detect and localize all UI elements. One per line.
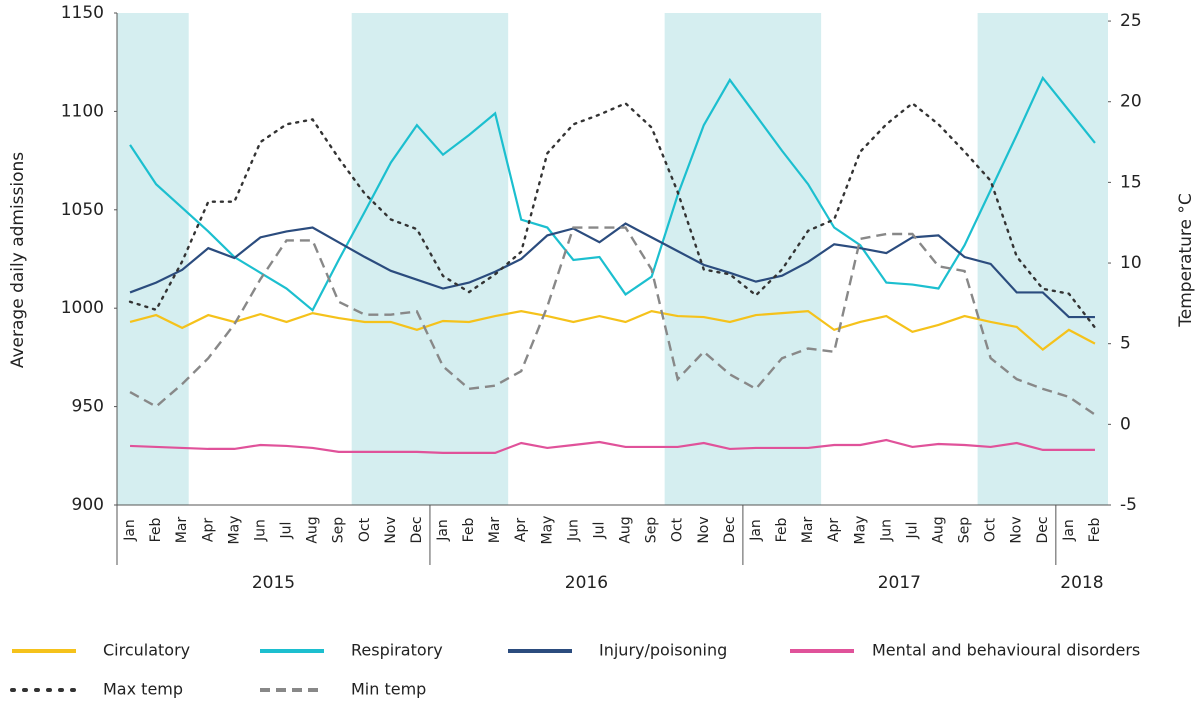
year-label: 2017 — [878, 573, 921, 593]
x-tick-label: May — [852, 516, 868, 545]
x-tick-label: Jul — [279, 522, 295, 540]
x-tick-label: Jan — [1061, 519, 1077, 542]
y2-tick-label: 5 — [1120, 334, 1131, 354]
year-label: 2018 — [1060, 573, 1103, 593]
x-tick-label: Nov — [383, 516, 399, 543]
y-axis-title: Average daily admissions — [8, 152, 28, 368]
winter-shade — [117, 13, 189, 505]
legend-label: Max temp — [103, 680, 183, 699]
winter-shade — [351, 13, 509, 505]
x-tick-label: Sep — [957, 517, 973, 544]
winter-shade — [664, 13, 822, 505]
x-tick-label: Nov — [1009, 516, 1025, 543]
x-tick-label: Dec — [722, 516, 738, 543]
x-tick-label: Oct — [670, 517, 686, 542]
legend-label: Circulatory — [103, 641, 190, 660]
x-tick-label: May — [226, 516, 242, 545]
series-line — [129, 226, 1096, 416]
x-tick-label: Oct — [357, 517, 373, 542]
y2-tick-label: -5 — [1120, 495, 1137, 515]
x-tick-label: Aug — [618, 516, 634, 543]
x-tick-label: Mar — [800, 517, 816, 544]
year-label: 2016 — [565, 573, 608, 593]
x-tick-label: Sep — [331, 517, 347, 544]
legend-label: Min temp — [351, 680, 426, 699]
y-tick-label: 1000 — [61, 298, 104, 318]
x-tick-label: Apr — [513, 518, 529, 542]
x-tick-label: Sep — [644, 517, 660, 544]
y2-axis-title: Temperature °C — [1176, 193, 1196, 327]
x-tick-label: Feb — [774, 517, 790, 542]
y2-tick-label: 10 — [1120, 253, 1142, 273]
winter-shade — [977, 13, 1108, 505]
x-tick-label: Jun — [565, 519, 581, 542]
x-tick-label: Feb — [1087, 517, 1103, 542]
x-tick-label: Jan — [435, 519, 451, 542]
series-line — [129, 75, 1096, 312]
legend-label: Injury/poisoning — [599, 641, 727, 660]
series-line — [128, 101, 1097, 329]
x-tick-label: Dec — [409, 516, 425, 543]
x-tick-label: Jul — [591, 522, 607, 540]
y2-tick-label: 25 — [1120, 11, 1142, 31]
y-tick-label: 1050 — [61, 200, 104, 220]
x-tick-label: Feb — [148, 517, 164, 542]
y2-tick-label: 20 — [1120, 92, 1142, 112]
x-tick-label: Jun — [878, 519, 894, 542]
x-tick-label: Jan — [748, 519, 764, 542]
y-tick-label: 1150 — [61, 3, 104, 23]
y-tick-label: 900 — [72, 495, 104, 515]
x-tick-label: Apr — [200, 518, 216, 542]
y-tick-label: 950 — [72, 397, 104, 417]
y2-tick-label: 15 — [1120, 172, 1142, 192]
x-tick-label: Apr — [826, 518, 842, 542]
legend-label: Respiratory — [351, 641, 443, 660]
x-tick-label: Jul — [904, 522, 920, 540]
x-tick-label: May — [539, 516, 555, 545]
series-line — [129, 310, 1096, 351]
x-tick-label: Jun — [252, 519, 268, 542]
x-tick-label: Jan — [122, 519, 138, 542]
y-tick-label: 1100 — [61, 101, 104, 121]
year-label: 2015 — [252, 573, 295, 593]
x-tick-label: Oct — [983, 517, 999, 542]
x-tick-label: Dec — [1035, 516, 1051, 543]
legend-label: Mental and behavioural disorders — [872, 641, 1140, 660]
x-tick-label: Aug — [305, 516, 321, 543]
x-tick-label: Mar — [487, 517, 503, 544]
series-line — [129, 222, 1095, 319]
y2-tick-label: 0 — [1120, 414, 1131, 434]
x-tick-label: Aug — [930, 516, 946, 543]
x-tick-label: Feb — [461, 517, 477, 542]
x-tick-label: Nov — [696, 516, 712, 543]
x-tick-label: Mar — [174, 517, 190, 544]
series-line — [129, 438, 1095, 454]
